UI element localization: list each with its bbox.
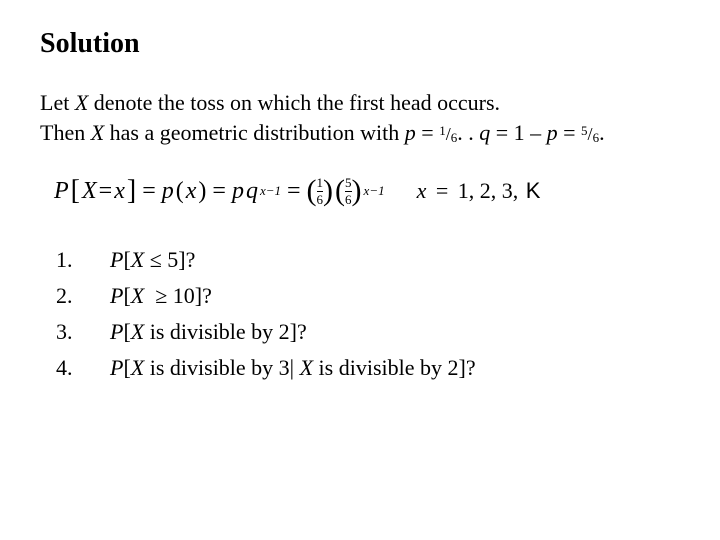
list-item: 3. P[X is divisible by 2]?	[56, 319, 680, 345]
eq-lp1: (	[176, 178, 184, 205]
eq-frac1: ( 1 6 )	[307, 176, 334, 206]
q-pre: P	[110, 283, 123, 308]
eq-frac2: ( 5 6 )	[335, 176, 362, 206]
list-item: 2. P[X ≥ 10]?	[56, 283, 680, 309]
eq-exp1: x−1	[260, 183, 281, 199]
domain-x: x	[417, 178, 427, 203]
eq-eq3: =	[212, 178, 226, 205]
q-body: [X is divisible by 3| X is divisible by …	[123, 355, 475, 380]
eq-x2: x	[186, 178, 197, 205]
domain-eq: =	[436, 178, 448, 203]
eq-rbracket: ]	[127, 175, 136, 207]
q-pre: P	[110, 355, 123, 380]
q-text: P[X is divisible by 2]?	[110, 319, 307, 345]
intro-q-expr: = 1 –	[490, 120, 546, 145]
eq-eq1: =	[99, 178, 113, 205]
intro-line2-mid: has a geometric distribution with	[104, 120, 405, 145]
intro-p-sym-2: p	[547, 120, 558, 145]
q-body: [X ≥ 10]?	[123, 283, 211, 308]
list-item: 1. P[X ≤ 5]?	[56, 247, 680, 273]
eq-f2-lp: (	[335, 176, 345, 206]
question-list: 1. P[X ≤ 5]? 2. P[X ≥ 10]? 3. P[X is div…	[56, 247, 680, 381]
intro-line1-pre: Let	[40, 90, 75, 115]
q-body: [X is divisible by 2]?	[123, 319, 306, 344]
q-text: P[X is divisible by 3| X is divisible by…	[110, 355, 476, 381]
eq-rp1: )	[198, 178, 206, 205]
intro-var-x-1: X	[75, 90, 88, 115]
intro-eq-1: =	[416, 120, 439, 145]
q-pre: P	[110, 319, 123, 344]
eq-x1: x	[114, 178, 125, 205]
eq-q: q	[246, 178, 258, 205]
q-num: 3.	[56, 319, 110, 345]
intro-q-sym: q	[479, 120, 490, 145]
q-num: 4.	[56, 355, 110, 381]
eq-eq4: =	[287, 178, 301, 205]
intro-var-x-2: X	[91, 120, 104, 145]
q-text: P[X ≥ 10]?	[110, 283, 212, 309]
intro-tail-punct: .	[599, 120, 605, 145]
intro-p-sym: p	[405, 120, 416, 145]
eq-p: p	[162, 178, 174, 205]
eq-exp2: x−1	[364, 183, 385, 199]
eq-f1-lp: (	[307, 176, 317, 206]
page-title: Solution	[40, 28, 680, 60]
equation-row: P [ X = x ] = p ( x ) = pqx−1 = ( 1 6 ) …	[54, 175, 680, 207]
eq-p2: p	[232, 178, 244, 205]
intro-p-punct: . .	[457, 120, 479, 145]
intro-line1-post: denote the toss on which the first head …	[88, 90, 500, 115]
eq-P: P	[54, 178, 69, 205]
intro-line2-pre: Then	[40, 120, 91, 145]
q-num: 2.	[56, 283, 110, 309]
eq-f1-rp: )	[323, 176, 333, 206]
q-pre: P	[110, 247, 123, 272]
q-num: 1.	[56, 247, 110, 273]
eq-eq2: =	[142, 178, 156, 205]
list-item: 4. P[X is divisible by 3| X is divisible…	[56, 355, 680, 381]
q-text: P[X ≤ 5]?	[110, 247, 195, 273]
intro-paragraph: Let X denote the toss on which the first…	[40, 88, 680, 147]
intro-eq-2: =	[558, 120, 581, 145]
eq-lbracket: [	[71, 175, 80, 207]
eq-X: X	[82, 178, 97, 205]
pmf-domain: x = 1, 2, 3, K	[417, 178, 541, 204]
domain-vals: 1, 2, 3,	[458, 178, 519, 203]
domain-K: K	[526, 178, 541, 203]
pmf-equation: P [ X = x ] = p ( x ) = pqx−1 = ( 1 6 ) …	[54, 175, 385, 207]
eq-f2-rp: )	[352, 176, 362, 206]
q-body: [X ≤ 5]?	[123, 247, 195, 272]
